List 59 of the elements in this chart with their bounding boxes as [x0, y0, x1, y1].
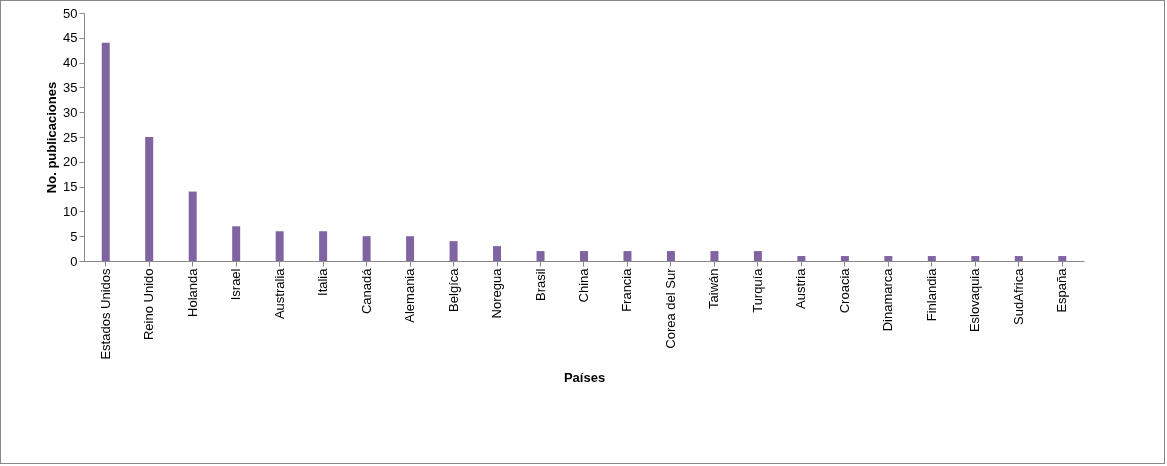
bar: [710, 251, 719, 261]
y-tick-label: 30: [63, 104, 78, 120]
x-tick-label: Taiwán: [706, 268, 722, 309]
y-tick-label: 5: [70, 228, 78, 244]
y-tick-label: 40: [63, 55, 78, 71]
bar: [1014, 256, 1023, 261]
x-tick-label: Austria: [793, 267, 809, 309]
bar: [797, 256, 806, 261]
x-tick-label: Brasil: [532, 268, 548, 302]
bar: [362, 236, 371, 261]
bar: [580, 251, 588, 261]
x-tick-label: Eslovaquia: [967, 267, 983, 333]
y-tick-label: 25: [63, 129, 78, 145]
x-tick-label: Turquía: [749, 267, 765, 313]
x-tick-label: Reino Unido: [141, 268, 157, 341]
bar: [1058, 256, 1067, 261]
x-tick-label: España: [1054, 267, 1070, 313]
bar: [493, 246, 502, 261]
x-tick-label: Canadá: [358, 267, 374, 315]
x-tick-label: Alemania: [402, 267, 418, 323]
y-tick-label: 15: [63, 179, 78, 195]
bar: [666, 251, 675, 261]
y-tick-label: 50: [63, 5, 78, 21]
x-tick-label: Estados Unidos: [97, 268, 113, 360]
bar: [927, 256, 936, 261]
y-tick-label: 35: [63, 79, 78, 95]
bar: [623, 251, 632, 261]
y-tick-label: 20: [63, 154, 78, 170]
bar: [275, 231, 284, 261]
x-tick-label: Francia: [619, 267, 635, 312]
bar: [884, 256, 893, 261]
y-tick-label: 45: [63, 30, 78, 46]
bar: [536, 251, 545, 261]
x-tick-label: Corea del Sur: [662, 267, 678, 349]
x-tick-label: China: [576, 267, 591, 303]
x-tick-label: Dinamarca: [880, 267, 896, 332]
x-tick-label: Belgíca: [445, 267, 461, 312]
x-tick-label: Israel: [228, 268, 244, 301]
bar: [753, 251, 762, 261]
bar: [145, 137, 154, 261]
x-tick-label: SudAfrica: [1010, 267, 1026, 325]
x-tick-label: Australia: [271, 267, 287, 320]
bar: [188, 191, 197, 261]
x-tick-label: Croacia: [836, 267, 852, 314]
x-tick-label: Finlandia: [923, 267, 939, 322]
y-axis-title: No. publicaciones: [44, 81, 60, 194]
x-axis-title: Países: [563, 369, 606, 385]
bar: [840, 256, 849, 261]
bar: [406, 236, 415, 261]
bar: [101, 42, 110, 261]
bar: [971, 256, 980, 261]
x-tick-label: Noregua: [489, 267, 505, 319]
y-tick-label: 0: [70, 253, 78, 269]
x-tick-label: Holanda: [184, 267, 200, 317]
bar: [319, 231, 328, 261]
bar: [449, 241, 458, 261]
y-tick-label: 10: [63, 203, 78, 219]
x-tick-label: Italia: [315, 267, 331, 296]
bar: [232, 226, 241, 261]
